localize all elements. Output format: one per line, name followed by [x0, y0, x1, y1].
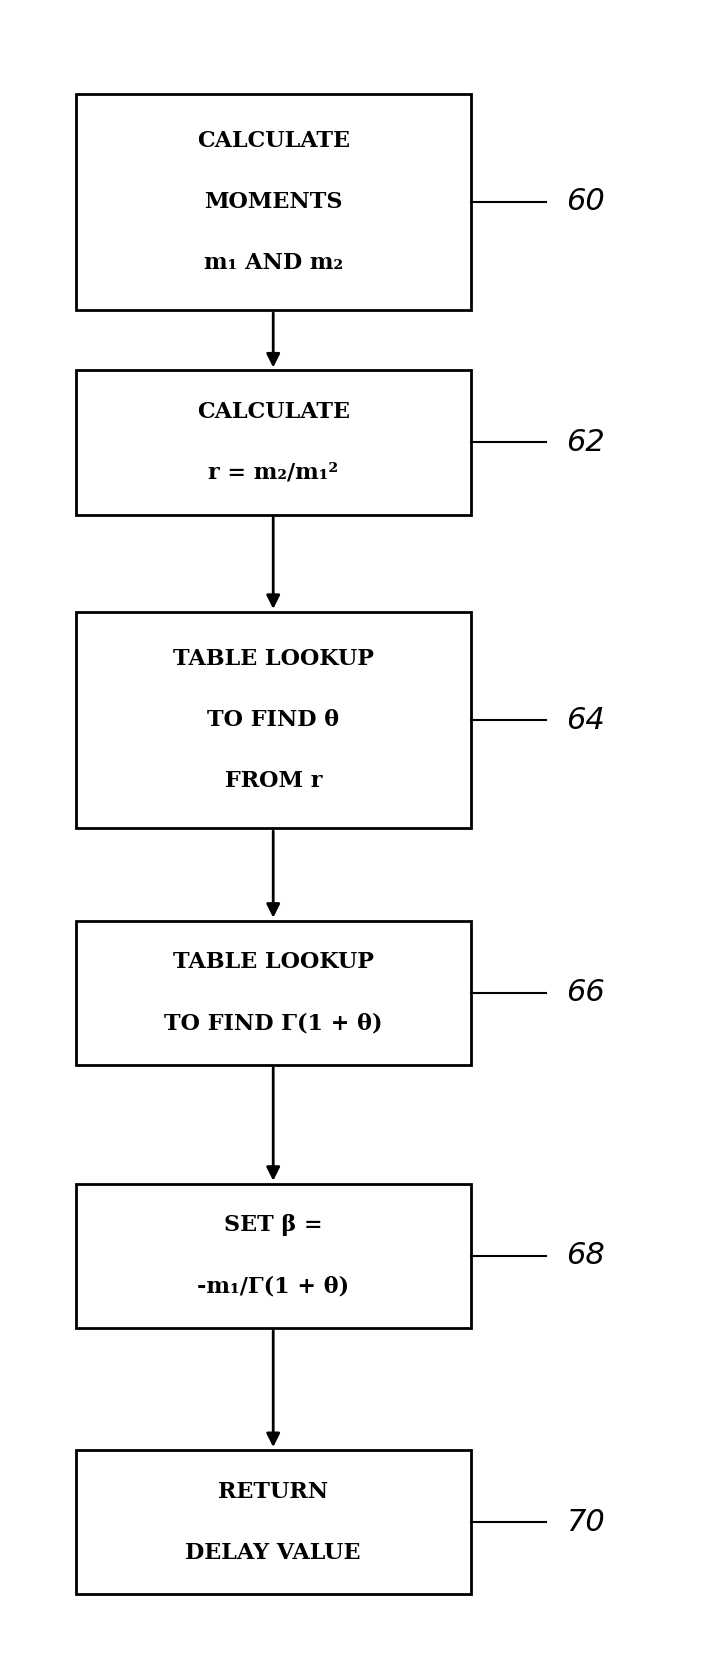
Text: 70: 70: [567, 1507, 605, 1537]
FancyBboxPatch shape: [75, 612, 471, 829]
Text: MOMENTS: MOMENTS: [204, 190, 342, 212]
Text: CALCULATE: CALCULATE: [197, 130, 350, 152]
Text: r = m₂/m₁²: r = m₂/m₁²: [208, 461, 338, 485]
Text: SET β =: SET β =: [224, 1215, 322, 1237]
Text: TABLE LOOKUP: TABLE LOOKUP: [173, 648, 373, 670]
FancyBboxPatch shape: [75, 1183, 471, 1328]
Text: 62: 62: [567, 428, 605, 456]
Text: -m₁/Γ(1 + θ): -m₁/Γ(1 + θ): [197, 1275, 349, 1297]
Text: 64: 64: [567, 705, 605, 735]
Text: TO FIND θ: TO FIND θ: [207, 709, 339, 730]
Text: RETURN: RETURN: [218, 1481, 328, 1502]
Text: m₁ AND m₂: m₁ AND m₂: [204, 252, 343, 274]
Text: DELAY VALUE: DELAY VALUE: [185, 1542, 361, 1564]
FancyBboxPatch shape: [75, 1450, 471, 1594]
FancyBboxPatch shape: [75, 94, 471, 311]
Text: FROM r: FROM r: [224, 770, 322, 792]
Text: 68: 68: [567, 1242, 605, 1270]
FancyBboxPatch shape: [75, 371, 471, 515]
Text: TO FIND Γ(1 + θ): TO FIND Γ(1 + θ): [164, 1013, 383, 1034]
FancyBboxPatch shape: [75, 921, 471, 1064]
Text: TABLE LOOKUP: TABLE LOOKUP: [173, 951, 373, 973]
Text: 60: 60: [567, 187, 605, 216]
Text: 66: 66: [567, 978, 605, 1008]
Text: CALCULATE: CALCULATE: [197, 401, 350, 423]
